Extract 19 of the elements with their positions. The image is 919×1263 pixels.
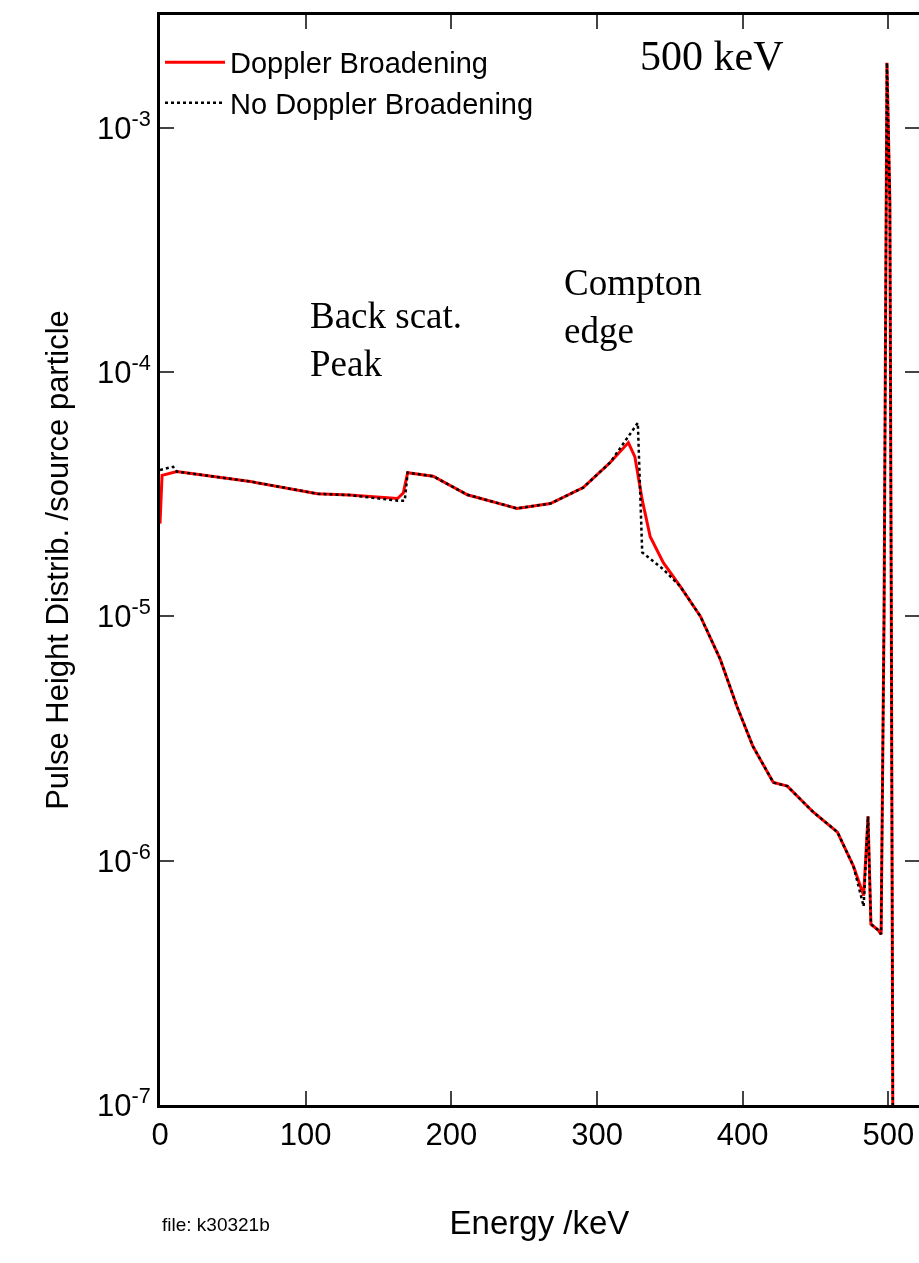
annotation: 500 keV [640,33,784,79]
y-tick-label: 10$^{-7}$ [97,1082,151,1123]
x-tick-label: 400 [716,1117,769,1153]
y-tick-label: 10$^{-6}$ [97,838,151,879]
legend-label: Doppler Broadening [230,47,488,80]
x-axis-title: Energy /keV [449,1203,630,1241]
x-tick-label: 500 [862,1117,915,1153]
x-tick-label: 100 [279,1117,332,1153]
y-tick-label: 10$^{-5}$ [97,594,151,635]
annotation: Back scat. Peak [310,295,463,385]
x-tick-label: 0 [151,1117,169,1153]
y-tick-label: 10$^{-3}$ [97,105,151,146]
x-tick-label: 200 [425,1117,478,1153]
legend-label: No Doppler Broadening [230,88,534,121]
y-tick-label: 10$^{-4}$ [97,350,151,391]
y-axis-title: Pulse Height Distrib. /source particle [39,310,75,810]
annotation: Compton edge [564,262,702,352]
x-tick-label: 300 [571,1117,623,1153]
text: file: k30321b [162,1214,270,1235]
